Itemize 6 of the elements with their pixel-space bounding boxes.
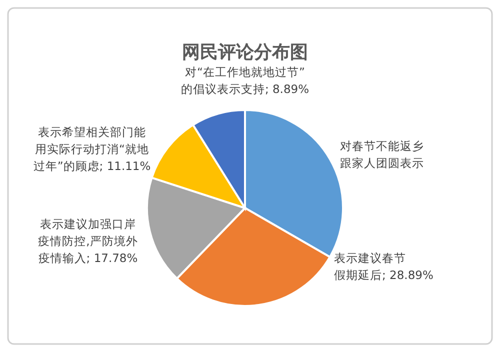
chart-title: 网民评论分布图 xyxy=(182,42,308,63)
slice-label: 表示建议加强口岸疫情防控,严防境外疫情输入; 17.78% xyxy=(38,217,138,265)
slice-label: 表示建议春节假期延后; 28.89% xyxy=(334,251,434,282)
slice-label: 对“在工作地就地过节”的倡议表示支持; 8.89% xyxy=(180,65,310,96)
slice-label: 表示希望相关部门能用实际行动打消“就地过年”的顾虑; 11.11% xyxy=(33,125,151,173)
slice-label: 对春节不能返乡跟家人团圆表示 xyxy=(340,139,424,170)
